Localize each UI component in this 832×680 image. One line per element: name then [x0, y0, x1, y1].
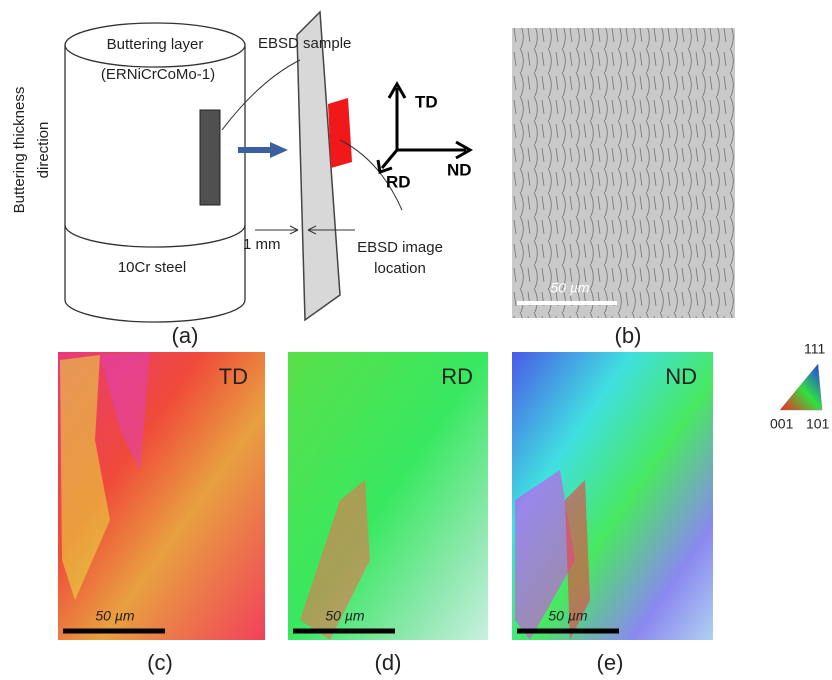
map-direction: RD: [441, 364, 473, 389]
panel-a: Buttering layer (ERNiCrCoMo-1) Buttering…: [11, 10, 474, 348]
panel-c: TD 50 µm (c): [58, 352, 265, 675]
caption: (a): [172, 323, 199, 348]
caption: (d): [375, 650, 402, 675]
scale-bar-label: 50 µm: [325, 608, 365, 624]
panel-e: ND 50 µm (e): [512, 352, 713, 675]
legend-label: 111: [804, 341, 825, 357]
panel-b: 50 µm (b): [512, 28, 735, 348]
map-direction: ND: [665, 364, 697, 389]
axis-label: RD: [386, 172, 411, 191]
layer-label: Buttering layer: [107, 36, 204, 53]
legend-label: 001: [770, 416, 794, 432]
panel-d: RD 50 µm (d): [288, 352, 488, 675]
scale-bar-label: 50 µm: [550, 280, 590, 296]
caption: (e): [597, 650, 624, 675]
scale-bar-label: 50 µm: [548, 608, 588, 624]
location-label: location: [374, 260, 426, 277]
ipf-legend: 111 001 101: [770, 341, 830, 432]
map-direction: TD: [219, 364, 248, 389]
layer-label: (ERNiCrCoMo-1): [101, 66, 215, 83]
location-label: EBSD image: [357, 239, 443, 256]
legend-label: 101: [806, 416, 830, 432]
axis-label: TD: [415, 92, 438, 111]
thickness-label: 1 mm: [243, 236, 281, 253]
scale-bar-label: 50 µm: [95, 608, 135, 624]
direction-label: direction: [35, 122, 52, 179]
direction-label: Buttering thickness: [11, 87, 28, 214]
sample-label: EBSD sample: [258, 35, 351, 52]
caption: (c): [147, 650, 173, 675]
caption: (b): [615, 323, 642, 348]
axis-label: ND: [447, 160, 472, 179]
steel-label: 10Cr steel: [118, 259, 186, 276]
